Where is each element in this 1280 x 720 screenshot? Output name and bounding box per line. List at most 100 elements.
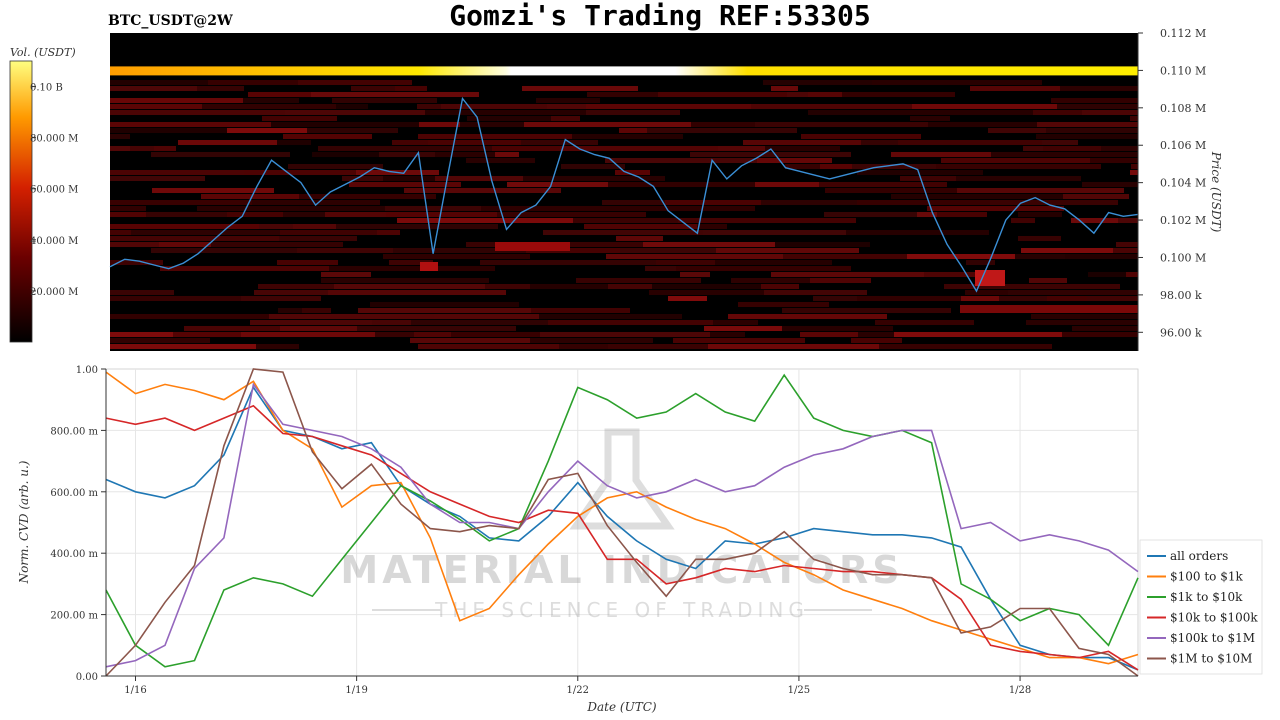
heatmap-band: [801, 134, 921, 139]
price-tick-label: 0.108 M: [1160, 102, 1206, 115]
cvd-gridlines: [106, 369, 1138, 676]
heatmap-band: [495, 152, 519, 157]
colorbar-tick-label: 80.000 M: [30, 134, 78, 145]
heatmap-band: [900, 176, 956, 181]
legend-label: all orders: [1170, 549, 1228, 563]
heatmap-band: [731, 278, 810, 283]
heatmap-band: [649, 290, 764, 295]
heatmap-band: [197, 206, 299, 211]
colorbar-tick-label: 0.10 B: [30, 83, 63, 94]
colorbar-tick-label: 40.000 M: [30, 236, 78, 247]
heatmap-band: [1062, 332, 1138, 337]
heatmap-band: [970, 86, 1060, 91]
heatmap-band: [1023, 146, 1043, 151]
heatmap-band: [1018, 236, 1061, 241]
heatmap-band: [279, 236, 357, 241]
cvd-y-tick-label: 0.00: [76, 672, 98, 683]
heatmap-band: [1060, 86, 1138, 91]
heatmap-band: [110, 110, 285, 115]
heatmap-band: [608, 182, 755, 187]
heatmap-band: [336, 224, 498, 229]
cvd-y-axis-label: Norm. CVD (arb. u.): [17, 460, 31, 584]
heatmap-band: [110, 128, 227, 133]
heatmap-band: [539, 314, 682, 319]
heatmap-band: [872, 80, 1042, 85]
heatmap-band: [530, 338, 653, 343]
heatmap-band: [1042, 140, 1078, 145]
heatmap-band: [227, 212, 283, 217]
heatmap-band: [110, 98, 243, 103]
heatmap-band: [460, 122, 524, 127]
heatmap-band: [311, 92, 479, 97]
heatmap-band: [241, 332, 375, 337]
heatmap-band: [110, 104, 202, 109]
heatmap-band: [1029, 278, 1067, 283]
heatmap-band: [1116, 242, 1138, 247]
legend-label: $100k to $1M: [1170, 631, 1255, 645]
heatmap-band: [110, 338, 210, 343]
heatmap-band: [451, 332, 540, 337]
heatmap-band: [434, 314, 539, 319]
heatmap-band: [312, 152, 379, 157]
heatmap-band: [258, 284, 334, 289]
heatmap-band: [990, 200, 1118, 205]
heatmap-band: [1130, 170, 1138, 175]
price-line: [109, 96, 1139, 293]
heatmap-band: [710, 332, 745, 337]
colorbar-ticks: 20.000 M 40.000 M 60.000 M 80.000 M 0.10 B: [30, 83, 78, 298]
heatmap-band: [852, 164, 936, 169]
heatmap-band: [152, 188, 274, 193]
heatmap-band: [875, 320, 974, 325]
heatmap-band: [775, 242, 870, 247]
heatmap-band: [551, 116, 580, 121]
price-tick-label: 0.110 M: [1160, 64, 1206, 77]
heatmap-band: [1113, 248, 1138, 253]
legend-box: [1139, 539, 1263, 675]
colorbar-tick-label: 20.000 M: [30, 287, 78, 298]
heatmap-band: [288, 164, 383, 169]
heatmap-band: [342, 176, 383, 181]
heatmap-band: [860, 110, 1033, 115]
cvd-series-lines: [105, 368, 1139, 677]
heatmap-band: [846, 230, 989, 235]
heatmap-band: [110, 200, 252, 205]
heatmap-band: [379, 152, 435, 157]
heatmap-band: [691, 122, 755, 127]
heatmap-band: [375, 332, 414, 337]
watermark-title: MATERIAL INDICATORS: [340, 548, 903, 592]
heatmap-band: [507, 182, 608, 187]
heatmap-band: [372, 320, 411, 325]
cvd-y-tick-label: 1.00: [76, 365, 98, 376]
heatmap-band: [547, 104, 586, 109]
legend-label: $1M to $10M: [1170, 652, 1252, 666]
heatmap-band: [173, 332, 241, 337]
heatmap-band: [278, 308, 302, 313]
heatmap-band: [262, 116, 337, 121]
heatmap-band: [715, 260, 832, 265]
heatmap-band: [299, 206, 385, 211]
heatmap-block: [420, 262, 438, 271]
heatmap-band: [328, 290, 506, 295]
heatmap-band: [370, 302, 519, 307]
heatmap-band: [321, 278, 489, 283]
heatmap-band: [377, 230, 400, 235]
heatmap-band: [151, 152, 290, 157]
heatmap-band: [716, 248, 859, 253]
heatmap-band: [435, 152, 495, 157]
price-tick-label: 0.106 M: [1160, 139, 1206, 152]
heatmap-band: [898, 140, 1042, 145]
heatmap-band: [761, 284, 799, 289]
heatmap-band: [383, 254, 530, 259]
cvd-y-ticks: 0.00 200.00 m 400.00 m 600.00 m 800.00 m 1.00: [50, 365, 107, 683]
legend-label: $100 to $1k: [1170, 570, 1243, 584]
heatmap-band: [250, 320, 372, 325]
heatmap-band: [389, 260, 433, 265]
heatmap-band: [808, 92, 842, 97]
price-tick-label: 0.100 M: [1160, 251, 1206, 264]
heatmap-bands: [110, 80, 1138, 349]
heatmap-band: [1072, 326, 1138, 331]
heatmap-band: [383, 176, 435, 181]
heatmap-band: [842, 92, 955, 97]
heatmap-band: [1026, 320, 1138, 325]
heatmap-band: [924, 272, 1001, 277]
